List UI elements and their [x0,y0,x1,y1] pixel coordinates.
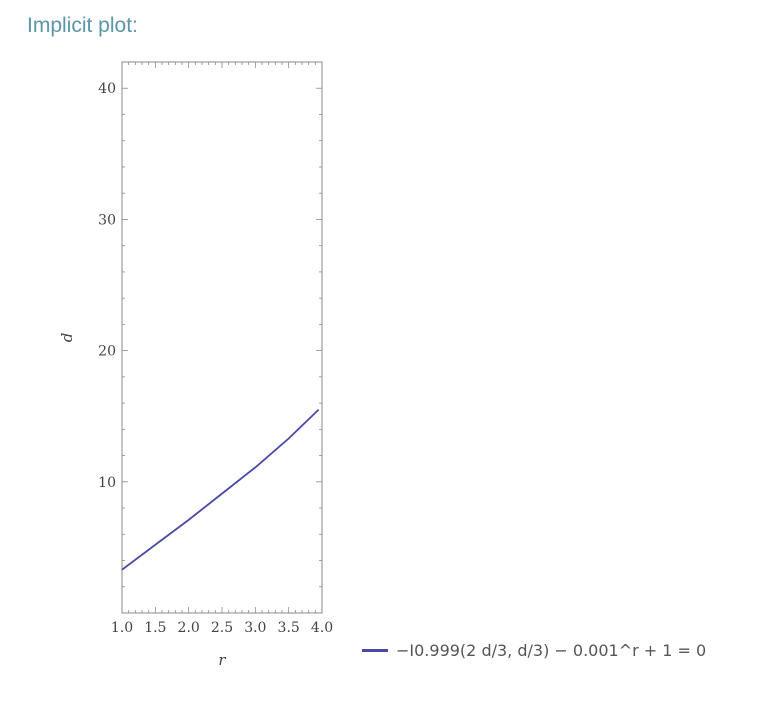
legend: −I0.999(2 d/3, d/3) − 0.001^r + 1 = 0 [362,634,706,666]
x-tick-label: 3.5 [278,620,300,636]
y-tick-label: 40 [98,81,116,97]
legend-label: −I0.999(2 d/3, d/3) − 0.001^r + 1 = 0 [396,640,707,660]
x-tick-label: 4.0 [311,620,333,636]
section-title: Implicit plot: [27,14,138,37]
x-axis-label: r [218,651,226,669]
y-tick-label: 10 [98,475,116,491]
y-tick-label: 30 [98,212,116,228]
x-tick-label: 1.5 [144,620,166,636]
x-tick-label: 2.0 [178,620,200,636]
y-tick-label: 20 [98,344,116,360]
x-tick-label: 3.0 [244,620,266,636]
plot-frame [121,61,323,614]
x-tick-label: 2.5 [211,620,233,636]
y-axis-label: d [58,333,76,343]
legend-swatch [362,648,388,652]
series-line [121,409,320,571]
x-tick-label: 1.0 [111,620,133,636]
